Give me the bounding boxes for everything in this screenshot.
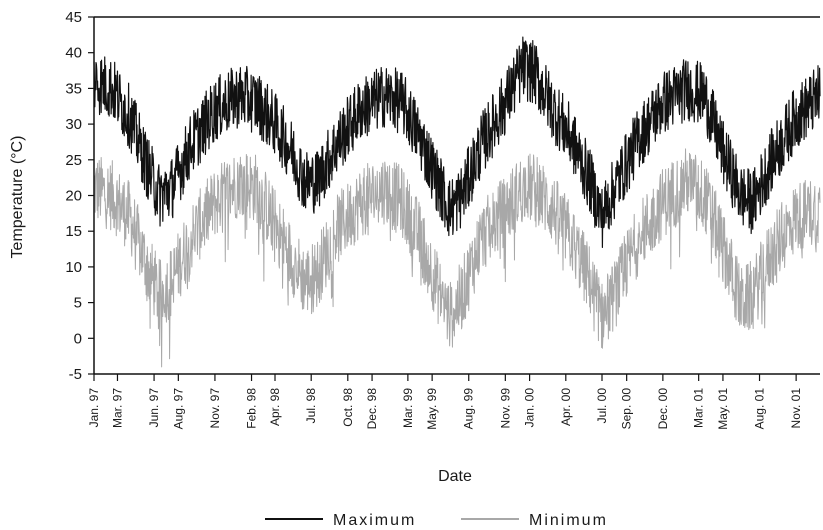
x-axis-title: Date xyxy=(438,468,472,485)
y-ticks: -5 0 5 10 15 20 25 30 35 40 45 xyxy=(65,9,94,383)
series-line-maximum xyxy=(93,36,821,249)
x-tick-label: Mar. 01 xyxy=(692,388,706,428)
y-tick-label: 30 xyxy=(65,116,82,133)
x-tick-label: Aug. 97 xyxy=(171,388,185,430)
legend-label-maximum: Maximum xyxy=(333,512,416,529)
x-tick-label: Jan. 97 xyxy=(87,388,101,428)
y-tick-label: 10 xyxy=(65,259,82,276)
x-tick-label: Jul. 98 xyxy=(304,388,318,424)
y-tick-label: 45 xyxy=(65,9,82,26)
x-tick-label: Jun. 97 xyxy=(147,388,161,428)
x-tick-label: Aug. 99 xyxy=(462,388,476,430)
y-tick-label: 0 xyxy=(74,330,82,347)
x-tick-label: Nov. 01 xyxy=(789,388,803,429)
series-line-minimum xyxy=(93,148,821,368)
x-tick-label: Sep. 00 xyxy=(620,388,634,430)
y-tick-label: 25 xyxy=(65,152,82,169)
legend-label-minimum: Minimum xyxy=(529,512,608,529)
x-tick-label: Mar. 97 xyxy=(110,388,124,428)
series-layer xyxy=(93,36,821,368)
x-tick-label: Jan. 00 xyxy=(523,388,537,428)
x-tick-label: Mar. 99 xyxy=(401,388,415,428)
x-tick-label: Dec. 00 xyxy=(656,388,670,430)
y-tick-label: 35 xyxy=(65,80,82,97)
x-tick-label: Nov. 97 xyxy=(208,388,222,429)
x-tick-label: Feb. 98 xyxy=(245,388,259,429)
y-tick-label: 40 xyxy=(65,45,82,62)
x-tick-label: Nov. 99 xyxy=(498,388,512,429)
x-tick-label: Aug. 01 xyxy=(753,388,767,430)
x-tick-label: Apr. 98 xyxy=(268,388,282,426)
y-axis-title: Temperature (°C) xyxy=(9,136,26,259)
y-tick-label: 5 xyxy=(74,295,82,312)
y-tick-label: 20 xyxy=(65,188,82,205)
y-tick-label: 15 xyxy=(65,223,82,240)
x-tick-label: May. 99 xyxy=(425,388,439,430)
x-tick-label: Jul. 00 xyxy=(595,388,609,424)
x-tick-label: Oct. 98 xyxy=(341,388,355,427)
x-ticks: Jan. 97 Mar. 97 Jun. 97 Aug. 97 Nov. 97 Feb. … xyxy=(87,374,803,430)
legend: Maximum Minimum xyxy=(265,512,608,529)
x-tick-label: Dec. 98 xyxy=(365,388,379,430)
y-tick-label: -5 xyxy=(69,366,82,383)
x-tick-label: May. 01 xyxy=(716,388,730,430)
x-tick-label: Apr. 00 xyxy=(559,388,573,426)
